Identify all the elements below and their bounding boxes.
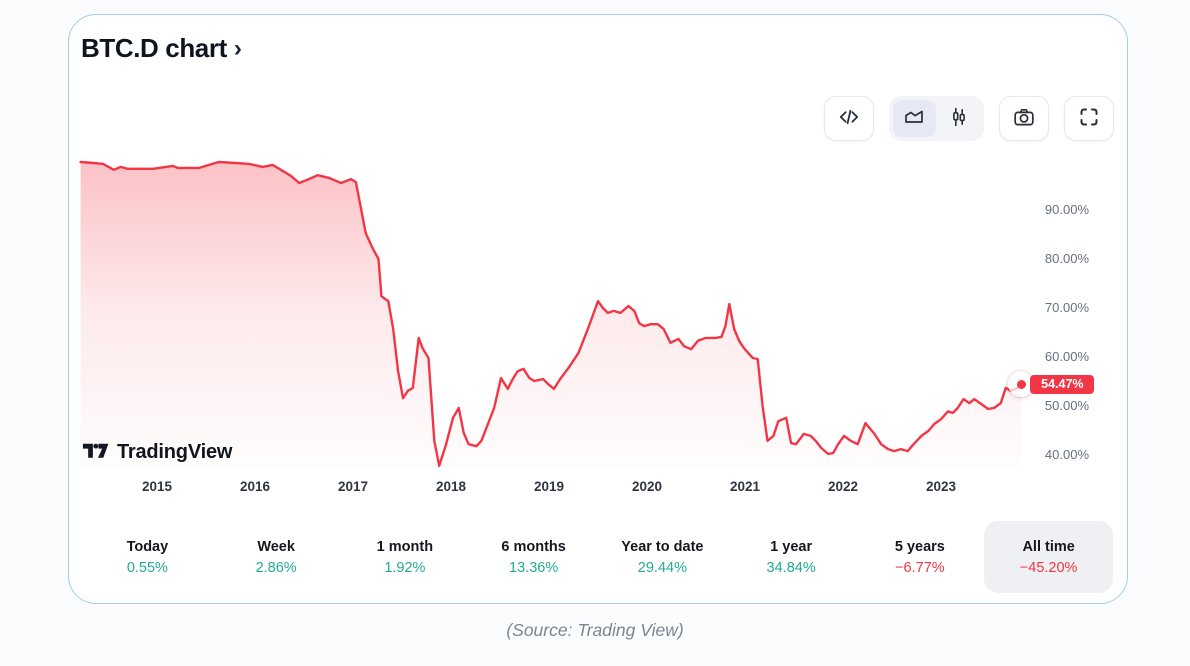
code-icon <box>837 105 861 132</box>
range-label: 6 months <box>501 538 566 555</box>
range-label: Year to date <box>621 538 704 555</box>
x-axis-label: 2015 <box>141 479 173 494</box>
last-point-marker <box>1016 379 1026 389</box>
range-value: −6.77% <box>895 559 945 576</box>
x-axis-label: 2023 <box>925 479 957 494</box>
range-value: −45.20% <box>1019 559 1078 576</box>
range-value: 1.92% <box>384 559 426 576</box>
y-axis-label: 60.00% <box>1044 349 1089 364</box>
x-axis-label: 2017 <box>337 479 369 494</box>
chart-title-link[interactable]: BTC.D chart › <box>81 33 242 64</box>
range-label: Today <box>126 538 169 555</box>
area-chart-icon <box>902 105 926 132</box>
fullscreen-button[interactable] <box>1064 96 1114 141</box>
range-value: 2.86% <box>255 559 297 576</box>
tradingview-logo-icon <box>81 438 110 467</box>
dominance-area-chart <box>79 160 1023 467</box>
chart-card: BTC.D chart › <box>68 14 1128 604</box>
range-value: 0.55% <box>126 559 168 576</box>
embed-code-button[interactable] <box>824 96 874 141</box>
x-axis-label: 2016 <box>239 479 271 494</box>
range-label: All time <box>1022 538 1075 555</box>
range-stats-row: Today 0.55% Week 2.86% 1 month 1.92% 6 m… <box>83 521 1113 593</box>
range-stat-6-months[interactable]: 6 months 13.36% <box>469 521 598 593</box>
price-line <box>79 160 1023 467</box>
y-axis-label: 40.00% <box>1044 447 1089 462</box>
range-value: 29.44% <box>637 559 687 576</box>
range-label: 5 years <box>894 538 945 555</box>
y-axis-label: 90.00% <box>1044 202 1089 217</box>
range-value: 34.84% <box>766 559 816 576</box>
candles-chart-type-button[interactable] <box>938 100 981 137</box>
range-stat-1-month[interactable]: 1 month 1.92% <box>341 521 470 593</box>
x-axis-label: 2019 <box>533 479 565 494</box>
camera-icon <box>1012 105 1036 132</box>
screenshot-button[interactable] <box>999 96 1049 141</box>
range-stat-year-to-date[interactable]: Year to date 29.44% <box>598 521 727 593</box>
range-stat-all-time[interactable]: All time −45.20% <box>984 521 1113 593</box>
range-stat-week[interactable]: Week 2.86% <box>212 521 341 593</box>
range-stat-5-years[interactable]: 5 years −6.77% <box>856 521 985 593</box>
area-chart-type-button[interactable] <box>893 100 936 137</box>
y-axis-label: 80.00% <box>1044 251 1089 266</box>
range-label: Week <box>257 538 295 555</box>
range-stat-1-year[interactable]: 1 year 34.84% <box>727 521 856 593</box>
x-axis-label: 2020 <box>631 479 663 494</box>
range-label: 1 month <box>376 538 434 555</box>
fullscreen-icon <box>1077 105 1101 132</box>
x-axis-label: 2021 <box>729 479 761 494</box>
area-fill <box>80 162 1022 467</box>
tradingview-logo-text: TradingView <box>117 441 233 463</box>
chart-toolbar <box>824 96 1114 141</box>
tradingview-watermark[interactable]: TradingView <box>81 438 232 467</box>
x-axis-label: 2018 <box>435 479 467 494</box>
y-axis-label: 50.00% <box>1044 398 1089 413</box>
range-value: 13.36% <box>509 559 559 576</box>
chevron-right-icon: › <box>233 35 242 62</box>
chart-area[interactable]: 90.00% 80.00% 70.00% 60.00% 50.00% 40.00% 201… <box>69 15 1127 603</box>
chart-type-toggle <box>889 96 984 141</box>
range-stat-today[interactable]: Today 0.55% <box>83 521 212 593</box>
range-label: 1 year <box>770 538 813 555</box>
x-axis-label: 2022 <box>827 479 859 494</box>
candlestick-icon <box>947 105 971 132</box>
source-caption: (Source: Trading View) <box>506 620 684 640</box>
page-title: BTC.D chart <box>81 33 227 63</box>
y-axis-label: 70.00% <box>1044 300 1089 315</box>
last-price-badge: 54.47% <box>1030 374 1095 394</box>
